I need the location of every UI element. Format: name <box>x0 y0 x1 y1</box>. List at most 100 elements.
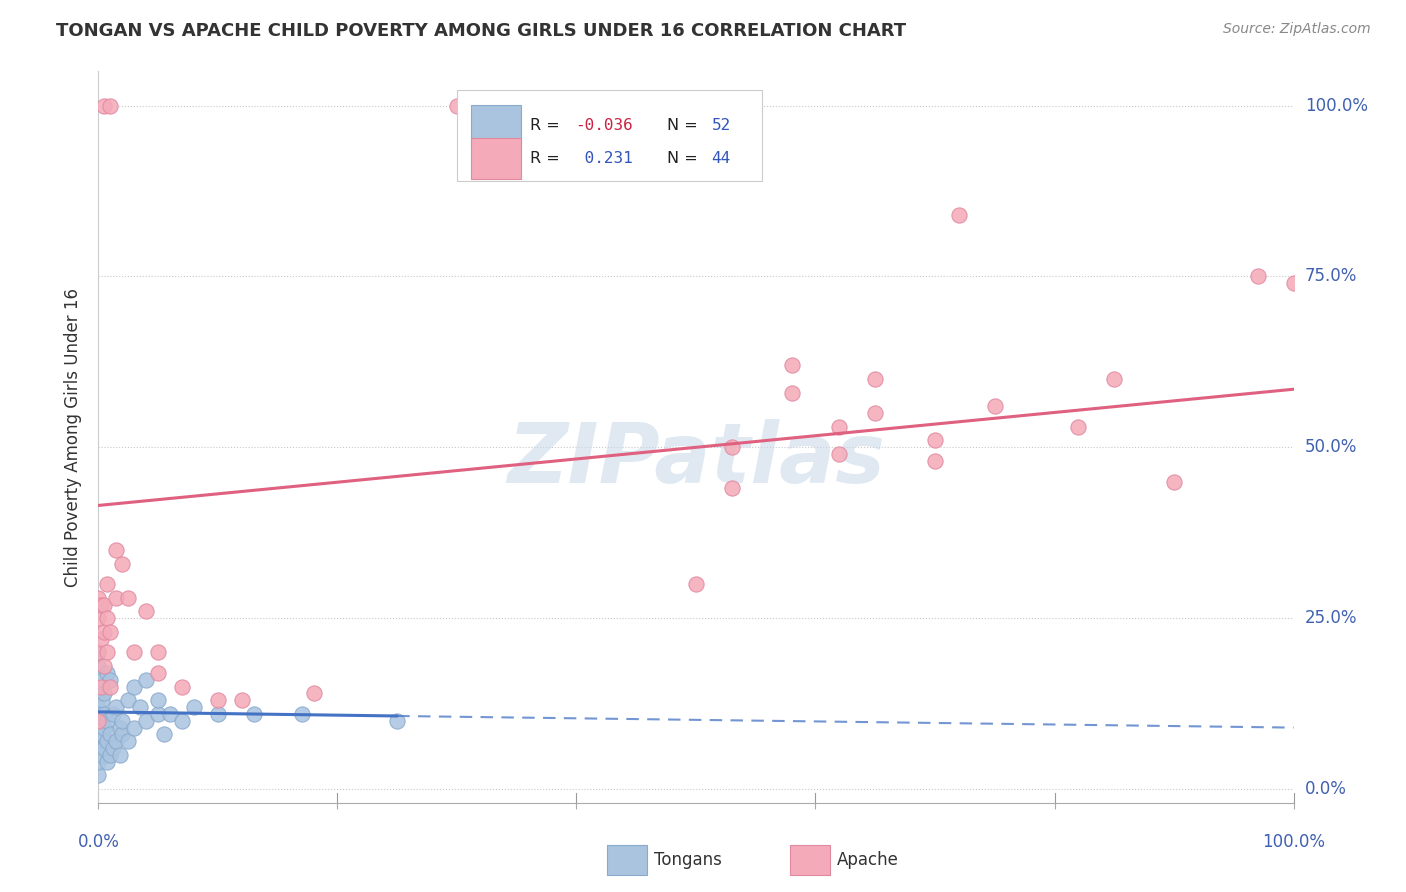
Point <box>93 721 115 735</box>
Point <box>117 734 139 748</box>
Point <box>101 706 124 721</box>
Point <box>446 98 468 112</box>
Point <box>87 727 110 741</box>
Point <box>1163 475 1185 489</box>
Point <box>96 645 118 659</box>
Point <box>87 727 110 741</box>
Point <box>948 208 970 222</box>
Text: 75.0%: 75.0% <box>1305 268 1357 285</box>
Point <box>105 591 128 605</box>
Point <box>231 693 253 707</box>
Text: Source: ZipAtlas.com: Source: ZipAtlas.com <box>1223 22 1371 37</box>
Point <box>98 673 122 687</box>
Text: ZIPatlas: ZIPatlas <box>508 418 884 500</box>
Point <box>87 645 110 659</box>
Point <box>93 624 115 639</box>
Point <box>685 577 707 591</box>
Point <box>87 611 110 625</box>
Point <box>172 680 194 694</box>
Point <box>90 598 112 612</box>
Text: 44: 44 <box>711 152 731 167</box>
Text: R =: R = <box>530 118 565 133</box>
Point <box>91 714 114 728</box>
Point <box>98 680 122 694</box>
Point <box>108 721 131 735</box>
Point <box>91 747 114 762</box>
Text: 52: 52 <box>711 118 731 133</box>
Point <box>153 727 176 741</box>
Point <box>111 727 134 741</box>
Point <box>101 741 124 756</box>
Text: 100.0%: 100.0% <box>1305 96 1368 114</box>
Point <box>96 665 118 680</box>
Point <box>924 454 946 468</box>
Point <box>172 714 194 728</box>
FancyBboxPatch shape <box>471 138 522 179</box>
Point <box>148 706 170 721</box>
Point <box>93 659 115 673</box>
Point <box>111 557 134 571</box>
Point <box>117 591 139 605</box>
FancyBboxPatch shape <box>457 90 762 181</box>
Point <box>124 645 146 659</box>
Point <box>111 714 134 728</box>
Point <box>96 755 118 769</box>
Point <box>87 741 110 756</box>
Text: 0.0%: 0.0% <box>1305 780 1347 798</box>
Text: -0.036: -0.036 <box>575 118 633 133</box>
Point <box>243 706 266 721</box>
Point <box>117 693 139 707</box>
Point <box>91 727 114 741</box>
Point <box>87 686 110 700</box>
Point <box>865 372 887 386</box>
Point <box>105 700 128 714</box>
Point <box>96 714 118 728</box>
Point <box>135 604 157 618</box>
Text: TONGAN VS APACHE CHILD POVERTY AMONG GIRLS UNDER 16 CORRELATION CHART: TONGAN VS APACHE CHILD POVERTY AMONG GIR… <box>56 22 907 40</box>
Point <box>96 734 118 748</box>
Text: R =: R = <box>530 152 565 167</box>
Text: 25.0%: 25.0% <box>1305 609 1357 627</box>
Point <box>1247 269 1270 284</box>
Point <box>721 440 744 454</box>
Point <box>87 714 110 728</box>
Point <box>129 700 152 714</box>
Point <box>98 98 122 112</box>
Point <box>159 706 181 721</box>
Point <box>90 680 112 694</box>
Point <box>91 693 114 707</box>
Point <box>124 680 146 694</box>
Point <box>135 714 157 728</box>
Point <box>93 98 115 112</box>
Point <box>98 747 122 762</box>
Point <box>87 768 110 782</box>
Point <box>87 700 110 714</box>
Text: 0.0%: 0.0% <box>77 833 120 851</box>
Text: N =: N = <box>668 152 703 167</box>
Point <box>207 706 229 721</box>
Point <box>93 598 115 612</box>
Point <box>87 755 110 769</box>
Point <box>183 700 205 714</box>
Point <box>87 591 110 605</box>
Point <box>148 665 170 680</box>
Point <box>148 645 170 659</box>
Point <box>90 632 112 646</box>
Text: 100.0%: 100.0% <box>1263 833 1324 851</box>
Point <box>87 673 110 687</box>
Point <box>984 400 1007 414</box>
Point <box>96 577 118 591</box>
Point <box>385 714 409 728</box>
Point <box>780 359 803 373</box>
Point <box>124 721 146 735</box>
Point <box>780 385 803 400</box>
Point <box>1067 420 1090 434</box>
Text: Apache: Apache <box>837 851 898 869</box>
Point <box>721 481 744 495</box>
Point <box>108 747 131 762</box>
Point <box>87 659 110 673</box>
Point <box>96 611 118 625</box>
Text: 0.231: 0.231 <box>575 152 633 167</box>
Point <box>87 645 110 659</box>
Text: 50.0%: 50.0% <box>1305 438 1357 457</box>
